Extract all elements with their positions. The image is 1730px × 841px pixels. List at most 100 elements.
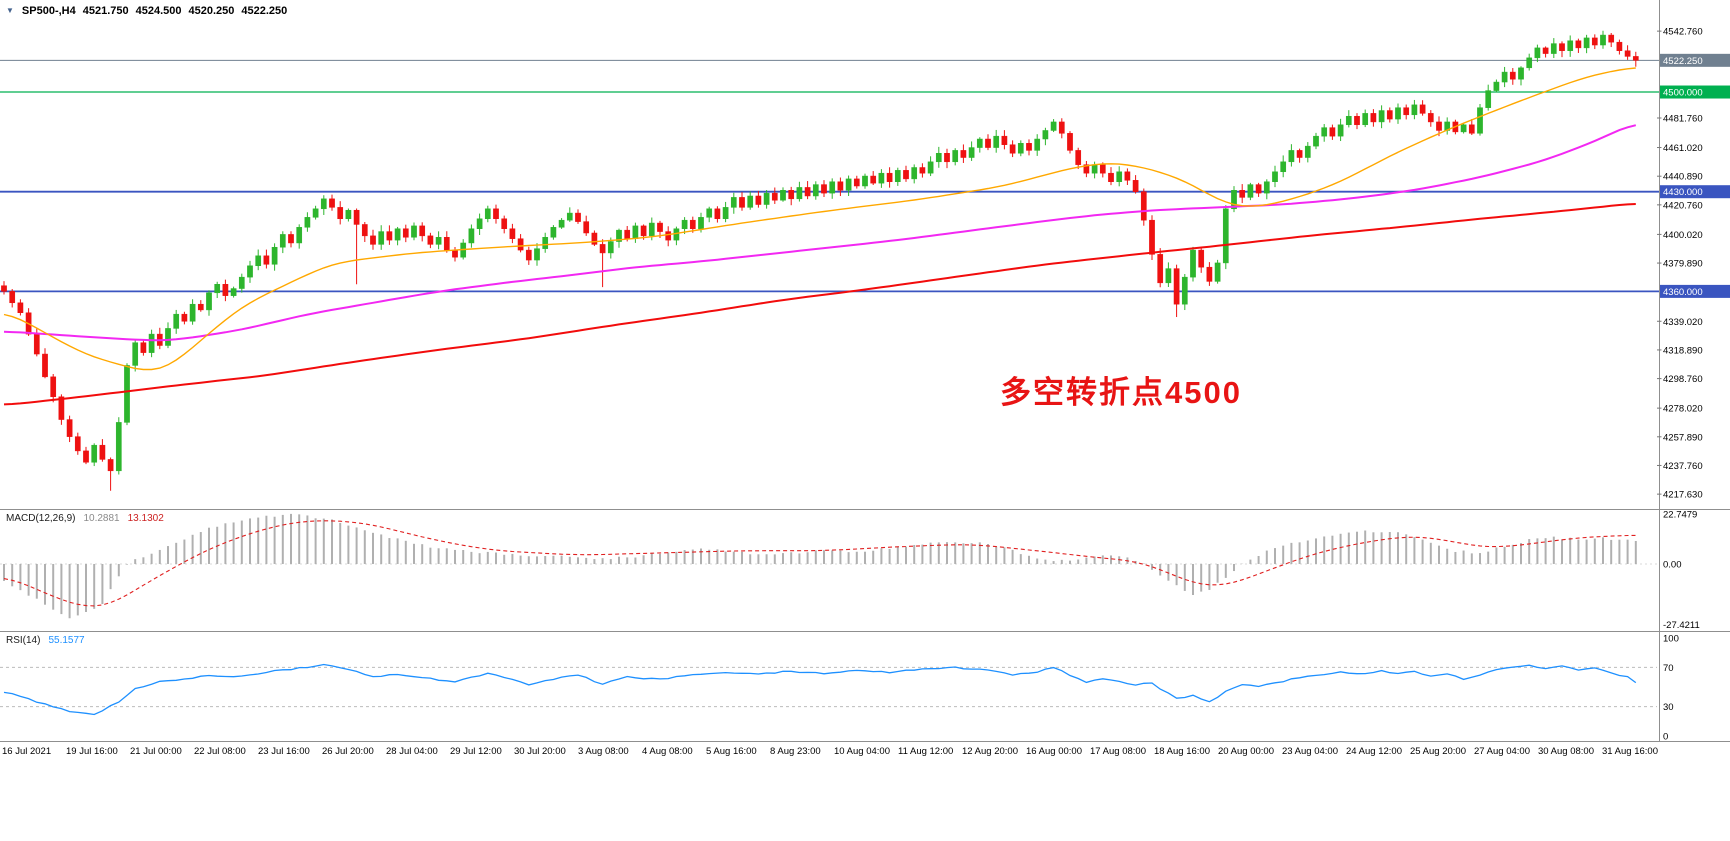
candle-body xyxy=(33,333,40,355)
candle-body xyxy=(1485,90,1492,108)
candle-body xyxy=(845,178,852,191)
moving-averages-layer xyxy=(3,67,1637,406)
candle-body xyxy=(1190,249,1196,278)
candle-body xyxy=(165,328,171,346)
candle-body xyxy=(1550,43,1557,54)
candle-body xyxy=(74,436,81,452)
candle-body xyxy=(976,138,983,148)
time-label: 10 Aug 04:00 xyxy=(834,746,890,757)
candle-body xyxy=(247,265,253,278)
candle-body xyxy=(509,228,516,239)
candle-body xyxy=(755,195,762,205)
price-badge-bg xyxy=(1660,85,1730,99)
candle-body xyxy=(599,244,606,254)
price-tick-label: 4257.890 xyxy=(1663,432,1703,443)
candle-body xyxy=(1149,219,1155,255)
candle-body xyxy=(1591,37,1598,46)
candle-body xyxy=(1542,47,1549,54)
price-tick-label: 4420.760 xyxy=(1663,200,1703,211)
candle-body xyxy=(1247,184,1254,198)
candles-layer xyxy=(1,30,1639,491)
candle-body xyxy=(829,181,836,194)
time-label: 23 Aug 04:00 xyxy=(1282,746,1338,757)
annotation-text[interactable]: 多空转折点4500 xyxy=(1000,375,1242,410)
candle-body xyxy=(648,222,655,237)
candle-body xyxy=(698,217,704,229)
candle-body xyxy=(66,419,73,437)
candle-body xyxy=(985,138,991,148)
price-tick-label: 4339.020 xyxy=(1663,317,1703,328)
candle-body xyxy=(919,167,926,174)
candle-body xyxy=(853,178,860,187)
ohlc-open: 4521.750 xyxy=(82,5,129,17)
macd-signal-value: 13.1302 xyxy=(127,513,164,524)
candle-body xyxy=(42,353,48,378)
candle-body xyxy=(206,292,212,311)
candle-body xyxy=(1272,171,1278,182)
candle-body xyxy=(771,192,778,201)
candle-body xyxy=(788,190,795,200)
candle-body xyxy=(1378,110,1385,123)
candle-body xyxy=(1468,124,1475,134)
candle-body xyxy=(1313,135,1319,147)
rsi-axis-label: 100 xyxy=(1663,634,1679,645)
candle-body xyxy=(238,276,245,289)
rsi-axis-label: 70 xyxy=(1663,663,1674,674)
candle-body xyxy=(968,147,975,158)
candle-body xyxy=(288,234,294,244)
candle-body xyxy=(534,248,540,261)
candle-body xyxy=(115,422,122,472)
candle-body xyxy=(148,333,155,353)
candle-body xyxy=(329,198,335,208)
candle-body xyxy=(476,218,483,229)
time-label: 19 Jul 16:00 xyxy=(66,746,118,757)
ohlc-close: 4522.250 xyxy=(241,5,288,17)
candle-body xyxy=(886,172,893,182)
macd-main-value: 10.2881 xyxy=(83,513,120,524)
candle-body xyxy=(632,225,639,239)
candle-body xyxy=(1518,67,1524,80)
rsi-value: 55.1577 xyxy=(48,635,85,646)
candle-body xyxy=(616,229,622,242)
candle-body xyxy=(747,195,754,208)
price-tick-label: 4278.020 xyxy=(1663,404,1703,415)
candle-body xyxy=(1395,107,1401,120)
candle-body xyxy=(1600,34,1606,46)
candle-body xyxy=(1116,171,1123,182)
price-badge-4430.000: 4430.000 xyxy=(1663,187,1703,198)
candle-body xyxy=(484,208,491,220)
rsi-line xyxy=(3,663,1637,716)
candle-body xyxy=(763,192,770,205)
macd-label: MACD(12,26,9) xyxy=(6,513,76,524)
candle-body xyxy=(1559,43,1565,51)
ma-mid-magenta-line xyxy=(3,124,1637,342)
price-badge-bg xyxy=(1660,53,1730,67)
macd-pane xyxy=(0,513,1657,619)
candle-body xyxy=(804,187,811,197)
frame-layer xyxy=(0,0,1730,742)
one-click-trading-icon[interactable]: ▼ xyxy=(6,6,14,15)
candle-body xyxy=(271,246,278,265)
time-label: 5 Aug 16:00 xyxy=(706,746,757,757)
candle-body xyxy=(83,450,89,463)
macd-axis-label: 0.00 xyxy=(1663,559,1682,570)
candle-body xyxy=(870,175,877,184)
candle-body xyxy=(419,225,426,237)
candle-body xyxy=(1345,115,1352,126)
time-label: 23 Jul 16:00 xyxy=(258,746,310,757)
candle-body xyxy=(566,212,573,221)
candle-body xyxy=(689,219,696,229)
time-label: 16 Aug 00:00 xyxy=(1026,746,1082,757)
candle-body xyxy=(640,225,647,237)
candle-body xyxy=(9,291,16,304)
candle-body xyxy=(189,303,196,322)
ohlc-high: 4524.500 xyxy=(135,5,182,17)
candle-body xyxy=(681,219,688,229)
candle-body xyxy=(1042,130,1049,140)
time-label: 30 Aug 08:00 xyxy=(1538,746,1594,757)
price-tick-label: 4440.890 xyxy=(1663,172,1703,183)
candle-body xyxy=(107,459,114,472)
candle-body xyxy=(1304,145,1311,158)
rsi-pane xyxy=(0,663,1657,716)
